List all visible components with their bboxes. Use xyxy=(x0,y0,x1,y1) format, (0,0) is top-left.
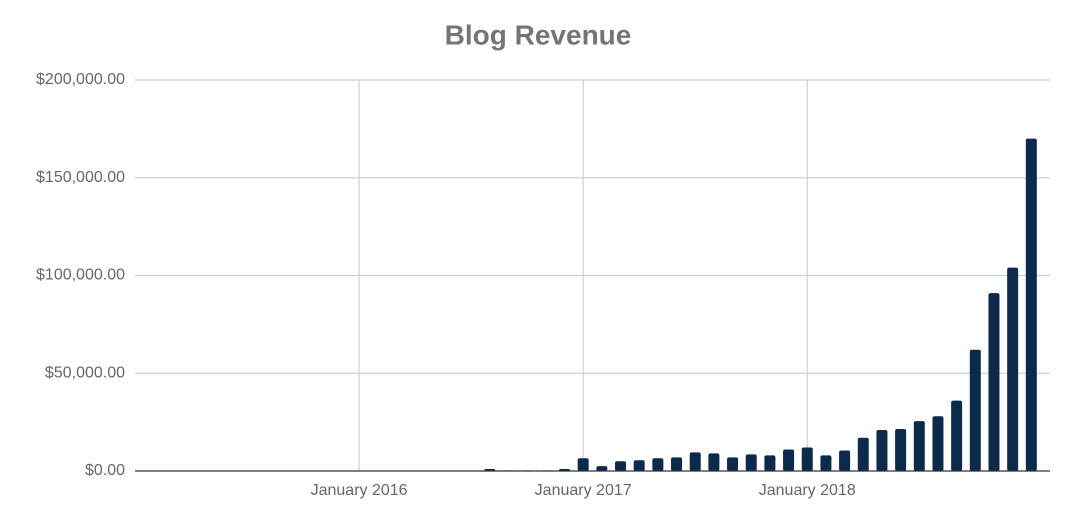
bar xyxy=(801,447,813,471)
bar xyxy=(671,457,683,471)
bar xyxy=(727,457,739,471)
bar xyxy=(652,458,664,471)
y-tick-label: $0.00 xyxy=(85,462,125,479)
chart-title: Blog Revenue xyxy=(445,19,632,50)
y-tick-label: $150,000.00 xyxy=(36,169,125,186)
x-tick-label: January 2017 xyxy=(535,482,632,499)
bar xyxy=(839,450,851,471)
bar xyxy=(951,400,963,471)
bar xyxy=(857,437,869,471)
bar xyxy=(764,455,776,471)
x-tick-label: January 2016 xyxy=(311,482,408,499)
bar xyxy=(1025,138,1037,471)
y-tick-label: $50,000.00 xyxy=(45,364,125,381)
bar xyxy=(1007,267,1019,471)
bar xyxy=(596,466,608,471)
bar xyxy=(895,428,907,471)
bar xyxy=(745,454,757,471)
bar xyxy=(708,453,720,471)
bar xyxy=(615,461,627,471)
bar xyxy=(783,449,795,471)
y-tick-label: $100,000.00 xyxy=(36,267,125,284)
y-tick-label: $200,000.00 xyxy=(36,71,125,88)
bar xyxy=(633,460,645,471)
bar xyxy=(689,452,701,471)
bar xyxy=(820,455,832,471)
bar xyxy=(932,416,944,471)
x-tick-label: January 2018 xyxy=(759,482,856,499)
bar xyxy=(969,349,981,471)
bar xyxy=(577,458,589,471)
bar xyxy=(876,429,888,471)
bar xyxy=(988,293,1000,471)
bar xyxy=(913,421,925,471)
